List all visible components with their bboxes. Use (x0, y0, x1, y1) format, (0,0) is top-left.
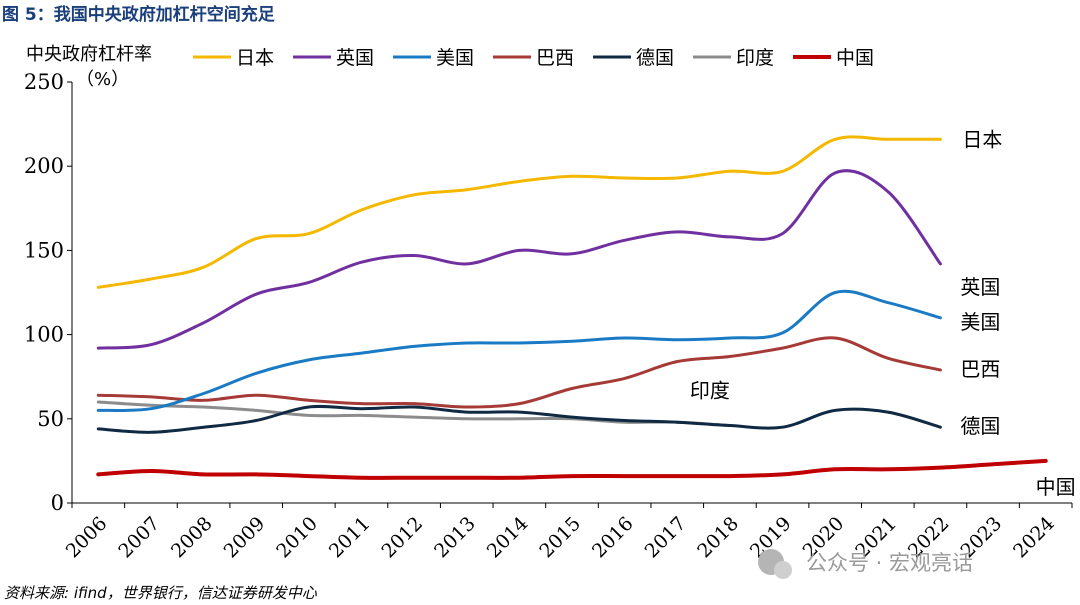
series-line (96, 400, 732, 427)
legend: 日本 英国 美国 巴西 德国 印度 中国 (193, 47, 874, 69)
y-axis-unit: （%） (76, 69, 129, 90)
series-end-label: 德国 (960, 414, 1000, 438)
x-tick-label: 2009 (220, 513, 270, 563)
y-axis-label: 中央政府杠杆率 (26, 44, 152, 65)
legend-label: 英国 (336, 47, 374, 69)
series-end-label: 巴西 (960, 357, 1000, 381)
series-line (96, 336, 942, 409)
x-tick-label: 2008 (167, 513, 217, 563)
legend-label: 德国 (636, 47, 674, 69)
y-tick-label: 250 (24, 70, 64, 94)
series-line (96, 289, 942, 412)
x-tick-label: 2015 (535, 513, 585, 563)
y-tick-label: 200 (24, 154, 64, 178)
legend-label: 美国 (436, 47, 474, 69)
series-layer (96, 135, 1048, 480)
series-line (96, 169, 942, 350)
x-tick-label: 2007 (114, 513, 164, 563)
y-tick-label: 100 (24, 323, 64, 347)
series-line (96, 404, 942, 434)
x-tick-label: 2012 (378, 513, 428, 563)
x-tick-label: 2024 (1009, 513, 1059, 563)
x-tick-label: 2017 (641, 513, 691, 563)
y-tick-label: 0 (51, 491, 64, 515)
series-end-label: 印度 (690, 379, 730, 403)
x-tick-label: 2014 (483, 513, 533, 563)
legend-label: 日本 (236, 47, 274, 69)
source-note: 资料来源: ifind，世界银行，信达证券研发中心 (4, 584, 318, 602)
series-end-label: 英国 (960, 275, 1000, 299)
series-end-label: 中国 (1036, 475, 1076, 499)
y-tick-label: 50 (37, 407, 64, 431)
series-line (96, 135, 942, 289)
x-tick-label: 2013 (430, 513, 480, 563)
figure-title: 图 5：我国中央政府加杠杆空间充足 (2, 4, 275, 25)
wechat-icon-bubble (774, 561, 792, 579)
legend-label: 中国 (836, 47, 874, 69)
x-tick-label: 2010 (272, 513, 322, 563)
watermark: 公众号 · 宏观亮话 (758, 549, 973, 579)
y-tick-label: 150 (24, 238, 64, 262)
x-tick-label: 2016 (588, 513, 638, 563)
legend-label: 印度 (736, 47, 774, 69)
series-line (96, 458, 1048, 480)
x-tick-label: 2006 (62, 513, 112, 563)
series-end-label: 日本 (962, 127, 1002, 151)
legend-label: 巴西 (536, 47, 574, 69)
x-tick-label: 2011 (325, 513, 375, 563)
watermark-text: 公众号 · 宏观亮话 (806, 551, 973, 575)
x-tick-label: 2018 (693, 513, 743, 563)
series-end-label: 美国 (960, 310, 1000, 334)
